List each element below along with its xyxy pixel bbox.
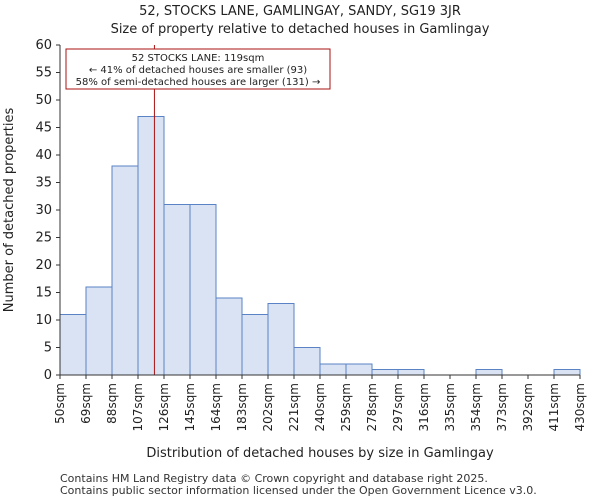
x-axis-label: Distribution of detached houses by size …: [146, 446, 494, 461]
x-tick-label-373sqm: 373sqm: [495, 383, 509, 431]
annotation-line-2: ← 41% of detached houses are smaller (93…: [89, 65, 307, 76]
bars-group: [59, 116, 581, 376]
bar-107sqm: [137, 116, 165, 376]
bar-278sqm: [371, 369, 399, 376]
bar-297sqm: [397, 369, 425, 376]
x-tick-label-259sqm: 259sqm: [339, 383, 353, 431]
bar-183sqm: [241, 314, 269, 376]
bar-259sqm: [345, 363, 373, 376]
bar-411sqm: [553, 369, 581, 376]
x-tick-label-221sqm: 221sqm: [287, 383, 301, 431]
annotation-group: 52 STOCKS LANE: 119sqm← 41% of detached …: [65, 48, 331, 90]
x-tick-label-164sqm: 164sqm: [209, 383, 223, 431]
annotation-line-3: 58% of semi-detached houses are larger (…: [76, 77, 321, 88]
footer-line-2: Contains public sector information licen…: [60, 484, 537, 497]
x-tick-label-354sqm: 354sqm: [469, 383, 483, 431]
x-tick-label-107sqm: 107sqm: [131, 383, 145, 431]
bar-50sqm: [59, 314, 87, 376]
x-tick-label-69sqm: 69sqm: [79, 383, 93, 424]
footer-line-1: Contains HM Land Registry data © Crown c…: [60, 472, 488, 485]
y-tick-label-15: 15: [35, 286, 52, 301]
annotation-box: [65, 48, 331, 90]
y-tick-label-40: 40: [35, 148, 52, 163]
x-tick-label-297sqm: 297sqm: [391, 383, 405, 431]
x-tick-label-183sqm: 183sqm: [235, 383, 249, 431]
x-tick-label-50sqm: 50sqm: [53, 383, 67, 424]
bar-145sqm: [189, 204, 217, 376]
y-tick-label-5: 5: [44, 341, 52, 356]
bar-69sqm: [85, 286, 113, 376]
annotation-line-1: 52 STOCKS LANE: 119sqm: [132, 53, 265, 64]
x-tick-label-316sqm: 316sqm: [417, 383, 431, 431]
y-tick-label-20: 20: [35, 258, 52, 273]
y-tick-label-60: 60: [35, 38, 52, 53]
x-tick-label-430sqm: 430sqm: [573, 383, 587, 431]
axes-group: 0 5 10 15 20 25 30 35 40 45 50 55 60 50sqm 69sqm 88sqm 1…: [2, 38, 587, 461]
x-tick-label-126sqm: 126sqm: [157, 383, 171, 431]
x-tick-label-202sqm: 202sqm: [261, 383, 275, 431]
bar-354sqm: [475, 369, 503, 376]
bar-88sqm: [111, 165, 139, 376]
y-tick-label-10: 10: [35, 313, 52, 328]
bar-221sqm: [293, 347, 321, 376]
y-tick-label-25: 25: [35, 231, 52, 246]
x-tick-label-145sqm: 145sqm: [183, 383, 197, 431]
histogram-chart: 0 5 10 15 20 25 30 35 40 45 50 55 60 50sqm 69sqm 88sqm 1…: [2, 38, 587, 461]
bar-164sqm: [215, 297, 243, 376]
x-tick-label-392sqm: 392sqm: [521, 383, 535, 431]
x-tick-label-411sqm: 411sqm: [547, 383, 561, 431]
x-tick-label-240sqm: 240sqm: [313, 383, 327, 431]
y-axis-label: Number of detached properties: [2, 108, 17, 313]
x-tick-label-278sqm: 278sqm: [365, 383, 379, 431]
y-tick-label-55: 55: [35, 66, 52, 81]
x-tick-label-88sqm: 88sqm: [105, 383, 119, 424]
y-tick-label-50: 50: [35, 93, 52, 108]
chart-subtitle: Size of property relative to detached ho…: [110, 22, 490, 37]
y-tick-label-45: 45: [35, 121, 52, 136]
bar-240sqm: [319, 363, 347, 376]
chart-title: 52, STOCKS LANE, GAMLINGAY, SANDY, SG19 …: [139, 4, 461, 19]
y-tick-label-35: 35: [35, 176, 52, 191]
bar-126sqm: [163, 204, 191, 376]
x-tick-label-335sqm: 335sqm: [443, 383, 457, 431]
y-tick-label-0: 0: [44, 368, 52, 383]
y-tick-label-30: 30: [35, 203, 52, 218]
bar-202sqm: [267, 303, 295, 376]
